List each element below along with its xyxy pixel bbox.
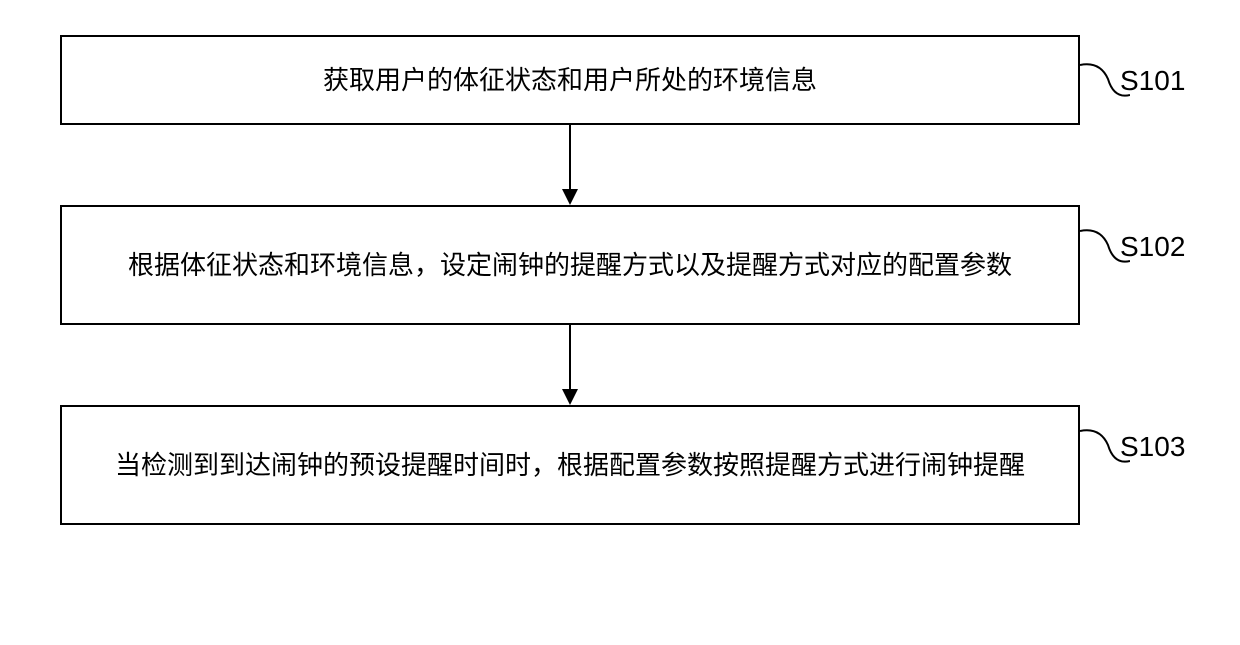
step-text: 获取用户的体征状态和用户所处的环境信息 [323,61,817,100]
flowchart-step: 根据体征状态和环境信息，设定闹钟的提醒方式以及提醒方式对应的配置参数 S102 [60,205,1180,325]
flowchart-arrow [60,125,1080,205]
step-box-s101: 获取用户的体征状态和用户所处的环境信息 [60,35,1080,125]
step-label: S102 [1120,231,1185,263]
flowchart-step: 当检测到到达闹钟的预设提醒时间时，根据配置参数按照提醒方式进行闹钟提醒 S103 [60,405,1180,525]
flowchart-container: 获取用户的体征状态和用户所处的环境信息 S101 根据体征状态和环境信息，设定闹… [60,35,1180,525]
step-text: 当检测到到达闹钟的预设提醒时间时，根据配置参数按照提醒方式进行闹钟提醒 [115,446,1025,485]
step-text: 根据体征状态和环境信息，设定闹钟的提醒方式以及提醒方式对应的配置参数 [128,246,1012,285]
flowchart-arrow [60,325,1080,405]
step-box-s103: 当检测到到达闹钟的预设提醒时间时，根据配置参数按照提醒方式进行闹钟提醒 [60,405,1080,525]
step-label: S101 [1120,65,1185,97]
step-box-s102: 根据体征状态和环境信息，设定闹钟的提醒方式以及提醒方式对应的配置参数 [60,205,1080,325]
step-label: S103 [1120,431,1185,463]
flowchart-step: 获取用户的体征状态和用户所处的环境信息 S101 [60,35,1180,125]
